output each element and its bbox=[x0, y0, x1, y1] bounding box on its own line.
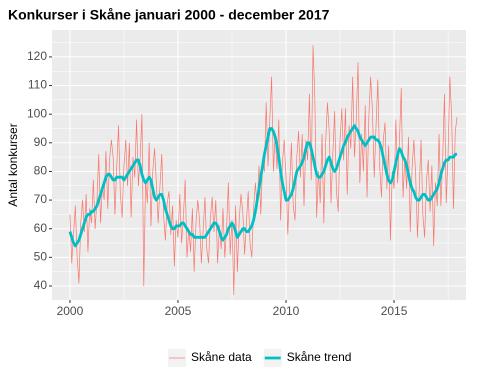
y-axis-title: Antal konkurser bbox=[6, 123, 20, 206]
y-tick-label: 60 bbox=[34, 221, 48, 235]
plot-panel bbox=[52, 30, 466, 300]
legend-label: Skåne trend bbox=[287, 350, 352, 364]
y-tick-label: 120 bbox=[27, 49, 47, 63]
x-tick-label: 2000 bbox=[57, 304, 84, 318]
legend-label: Skåne data bbox=[191, 350, 252, 364]
x-tick-label: 2005 bbox=[165, 304, 192, 318]
x-tick-label: 2015 bbox=[381, 304, 408, 318]
y-tick-label: 70 bbox=[34, 192, 48, 206]
y-tick-label: 100 bbox=[27, 106, 47, 120]
y-tick-label: 90 bbox=[34, 135, 48, 149]
y-tick-label: 110 bbox=[28, 78, 47, 92]
x-tick-label: 2010 bbox=[273, 304, 300, 318]
y-tick-label: 50 bbox=[34, 250, 48, 264]
y-tick-label: 40 bbox=[34, 278, 48, 292]
chart-title: Konkurser i Skåne januari 2000 - decembe… bbox=[8, 7, 330, 23]
y-tick-label: 80 bbox=[34, 164, 48, 178]
series-line bbox=[68, 124, 458, 248]
